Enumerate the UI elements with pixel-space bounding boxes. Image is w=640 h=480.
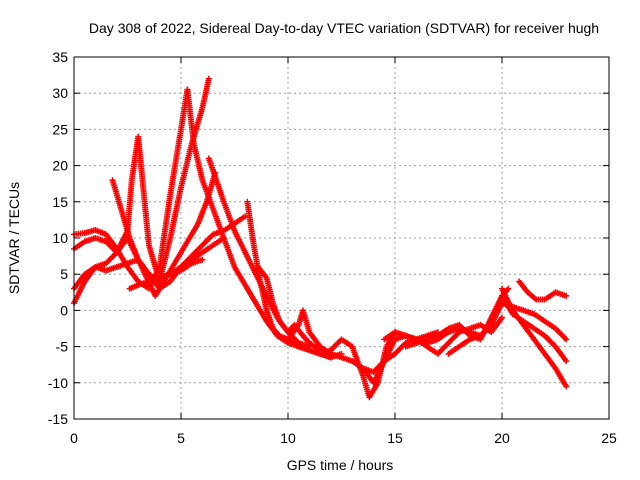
y-tick-label: 5: [60, 266, 68, 282]
series-track-18: [499, 292, 570, 365]
x-tick-label: 25: [601, 430, 617, 446]
data-point: [563, 383, 570, 390]
data-point: [563, 292, 570, 299]
axis-tick-labels: 0 5 10 15 20 25 -15 -10 -5 0 5 10 15 20 25 30 35: [48, 49, 617, 446]
data-point: [499, 314, 505, 321]
data-point: [199, 256, 206, 263]
series-track-20: [516, 278, 570, 303]
y-axis-label: SDTVAR / TECUs: [6, 182, 22, 294]
y-tick-label: 35: [52, 49, 68, 65]
data-point: [220, 235, 227, 241]
y-tick-label: 15: [52, 194, 68, 210]
y-tick-label: 30: [52, 85, 68, 101]
chart-title: Day 308 of 2022, Sidereal Day-to-day VTE…: [89, 20, 599, 36]
axis-ticks: [73, 56, 610, 420]
x-axis-label: GPS time / hours: [287, 457, 394, 473]
data-layer: [71, 75, 570, 401]
y-tick-label: 25: [52, 121, 68, 137]
y-tick-label: 0: [60, 302, 68, 318]
x-tick-label: 20: [494, 430, 510, 446]
data-point: [563, 336, 570, 343]
data-point: [563, 358, 570, 365]
data-point: [505, 285, 512, 292]
series-track-19: [499, 300, 570, 343]
x-tick-label: 0: [70, 430, 78, 446]
y-tick-label: -10: [48, 375, 68, 391]
y-tick-label: 10: [52, 230, 68, 246]
y-tick-label: -15: [48, 411, 68, 427]
x-tick-label: 5: [177, 430, 185, 446]
x-tick-label: 10: [280, 430, 296, 446]
y-tick-label: -5: [56, 339, 69, 355]
series-track-7: [126, 235, 227, 292]
x-tick-label: 15: [387, 430, 403, 446]
data-point: [205, 75, 212, 82]
y-tick-label: 20: [52, 158, 68, 174]
